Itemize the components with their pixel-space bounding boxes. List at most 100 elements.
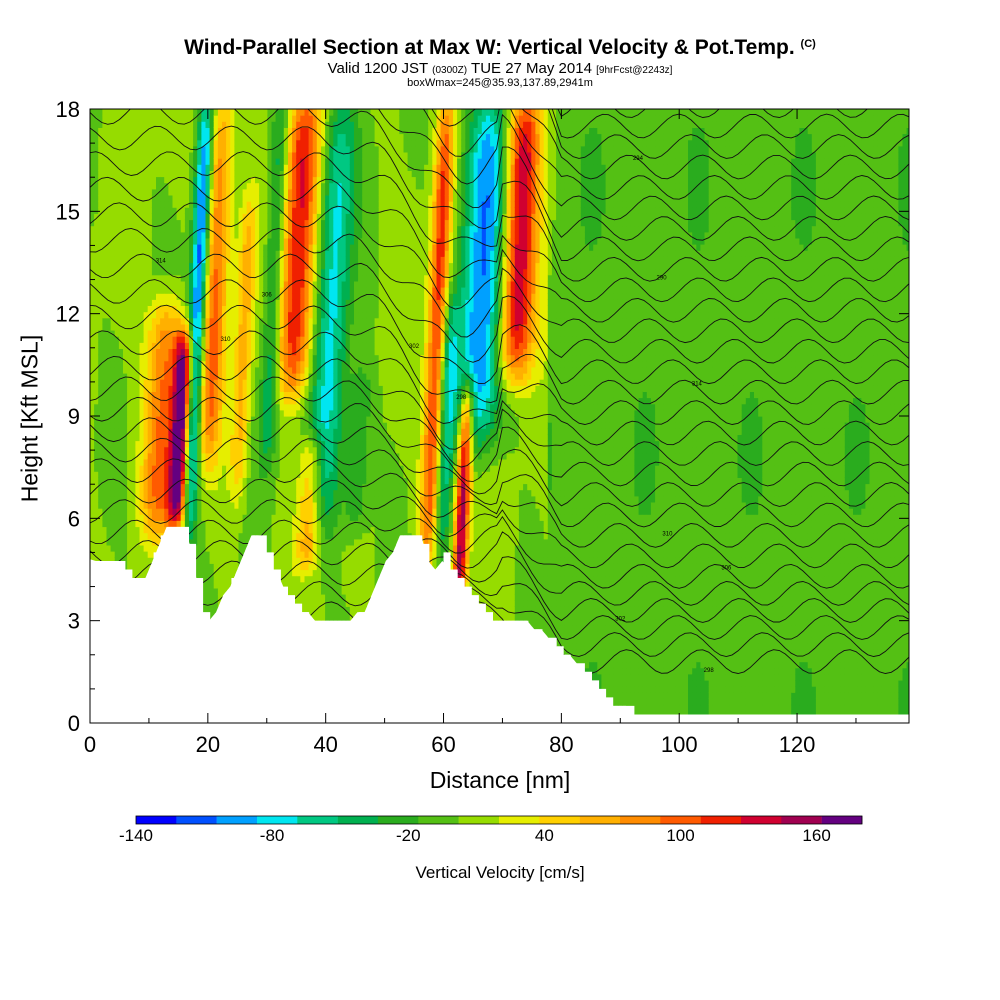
field-cell [193,176,198,184]
field-cell [156,311,161,319]
field-cell [184,225,190,233]
field-cell [246,348,252,356]
field-cell [151,231,157,239]
field-cell [226,416,231,423]
field-cell [205,293,211,300]
field-cell [176,403,182,411]
field-cell [222,207,227,214]
field-cell [230,459,235,466]
field-cell [110,121,116,128]
field-cell [238,471,244,478]
field-cell [110,164,116,171]
field-cell [114,391,120,399]
field-cell [168,225,174,233]
field-cell [94,256,99,264]
field-cell [102,342,108,349]
field-cell [110,231,116,239]
field-cell [184,514,190,521]
field-cell [250,164,256,171]
field-cell [160,311,165,319]
field-cell [213,274,219,282]
field-cell [164,465,169,472]
field-cell [226,544,231,552]
field-cell [147,373,153,380]
field-cell [267,280,273,288]
field-cell [234,348,240,356]
field-cell [94,514,99,521]
field-cell [283,502,289,509]
field-cell [151,188,157,196]
field-cell [106,231,112,239]
field-cell [94,287,99,294]
field-cell [143,508,149,515]
field-cell [94,538,99,546]
field-cell [193,379,198,386]
field-cell [168,244,174,251]
field-cell [94,219,99,227]
field-cell [193,459,198,466]
field-cell [201,311,207,319]
field-cell [250,237,256,245]
field-cell [213,176,219,184]
field-cell [213,409,219,417]
field-cell [275,379,281,386]
field-cell [172,121,178,128]
field-cell [234,152,240,159]
field-cell [106,287,112,294]
field-cell [94,471,99,478]
field-cell [259,465,264,472]
field-cell [209,207,215,214]
field-cell [168,121,174,128]
field-cell [90,287,95,294]
field-cell [246,317,252,325]
field-cell [279,471,285,478]
field-cell [275,274,281,282]
field-cell [172,459,178,466]
field-cell [110,348,116,356]
field-cell [160,428,165,435]
field-cell [90,459,95,466]
field-cell [283,213,289,221]
field-cell [255,268,260,276]
field-cell [176,520,182,528]
field-cell [230,152,235,159]
field-cell [151,182,157,190]
field-cell [201,299,207,306]
field-cell [226,587,231,595]
field-cell [123,280,128,288]
field-cell [250,213,256,221]
field-cell [205,563,211,571]
field-cell [217,440,223,448]
field-cell [147,452,153,460]
field-cell [147,293,153,300]
field-cell [143,360,149,368]
field-cell [123,152,128,159]
field-cell [238,133,244,141]
field-cell [189,195,194,202]
field-cell [184,428,190,435]
field-cell [197,502,202,509]
field-cell [255,158,260,165]
field-cell [127,262,132,270]
field-cell [279,465,285,472]
field-cell [106,317,112,325]
field-cell [213,231,219,239]
field-cell [143,225,149,233]
field-cell [123,274,128,282]
field-cell [176,213,182,221]
field-cell [255,514,260,521]
field-cell [259,219,264,227]
field-cell [118,397,124,405]
field-cell [172,182,178,190]
field-cell [250,483,256,491]
field-cell [131,502,136,509]
field-cell [205,336,211,343]
field-cell [184,397,190,405]
field-cell [193,250,198,257]
field-cell [90,409,95,417]
field-cell [180,237,186,245]
field-cell [197,115,202,122]
field-cell [135,489,141,497]
field-cell [123,489,128,497]
field-cell [238,330,244,337]
